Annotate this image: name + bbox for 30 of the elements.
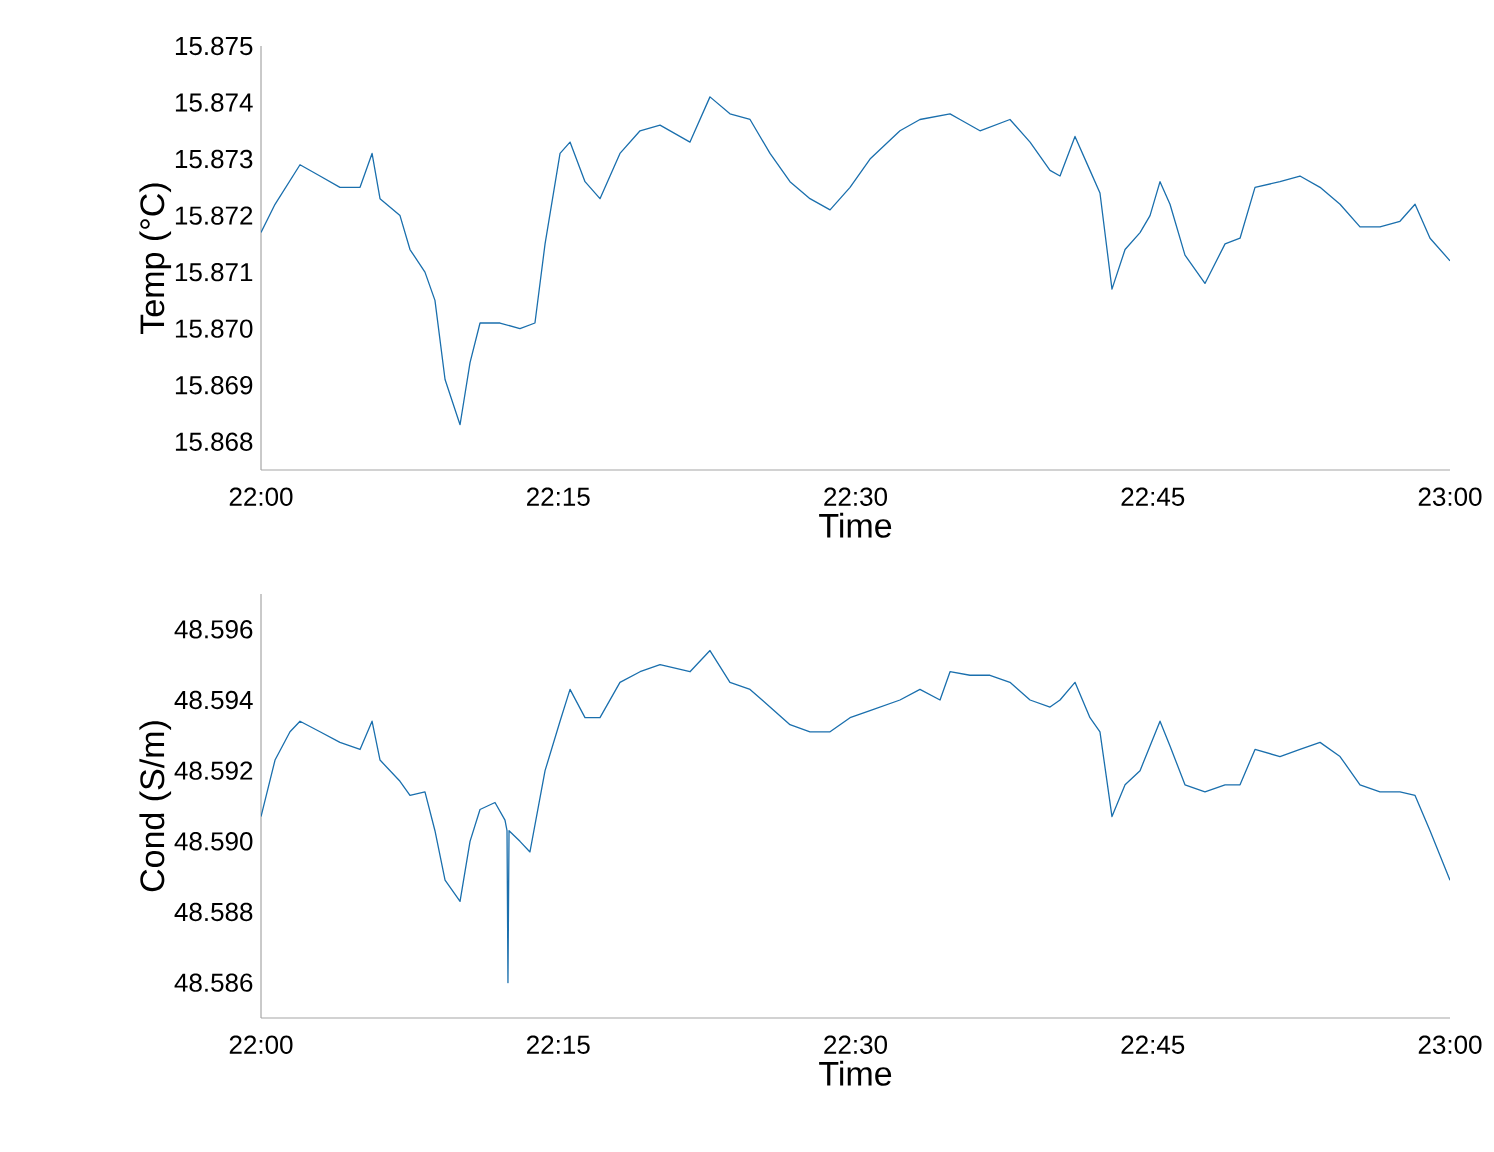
y-tick-label: 48.592 xyxy=(174,761,253,780)
x-tick-label: 22:15 xyxy=(527,1035,590,1054)
x-axis-title: Time xyxy=(819,1060,892,1086)
y-tick-label: 48.586 xyxy=(174,973,253,992)
x-axis-title: Time xyxy=(819,512,892,538)
x-tick-label: 23:00 xyxy=(1418,487,1482,506)
y-tick-label: 15.874 xyxy=(175,93,253,112)
line-series xyxy=(261,96,1451,426)
y-tick-label: 15.871 xyxy=(175,262,253,282)
y-tick-label: 15.868 xyxy=(175,432,253,451)
y-axis-title: Temp (°C) xyxy=(139,183,172,334)
x-tick-label: 23:00 xyxy=(1418,1035,1482,1054)
y-tick-label: 15.870 xyxy=(175,319,253,338)
y-axis-title: Cond (S/m) xyxy=(139,721,172,892)
y-tick-label: 48.594 xyxy=(174,690,253,710)
y-tick-label: 15.872 xyxy=(175,206,253,225)
y-tick-label: 15.869 xyxy=(175,375,253,395)
x-tick-label: 22:30 xyxy=(824,487,888,506)
x-tick-label: 22:00 xyxy=(229,487,293,506)
x-tick-label: 22:00 xyxy=(229,1035,293,1054)
y-tick-label: 15.873 xyxy=(175,149,253,169)
x-tick-label: 22:45 xyxy=(1121,487,1185,506)
y-tick-label: 48.588 xyxy=(174,902,253,922)
x-tick-label: 22:30 xyxy=(824,1035,888,1054)
line-series xyxy=(261,649,1451,984)
y-tick-label: 48.596 xyxy=(174,620,253,639)
y-tick-label: 15.875 xyxy=(175,36,253,56)
x-tick-label: 22:15 xyxy=(527,487,590,506)
y-tick-label: 48.590 xyxy=(174,832,253,851)
x-tick-label: 22:45 xyxy=(1121,1035,1185,1054)
